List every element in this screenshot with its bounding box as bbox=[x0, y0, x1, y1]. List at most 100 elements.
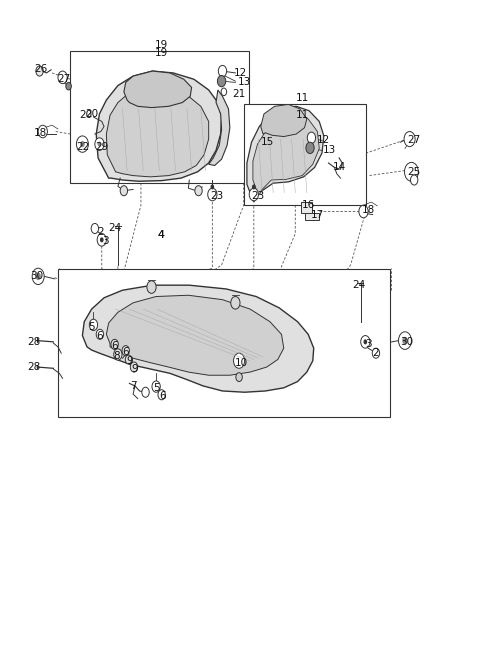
Circle shape bbox=[76, 136, 88, 152]
Text: 20: 20 bbox=[79, 110, 92, 120]
Circle shape bbox=[306, 142, 314, 154]
Circle shape bbox=[359, 205, 368, 218]
Circle shape bbox=[218, 66, 227, 77]
Text: 13: 13 bbox=[323, 146, 336, 155]
Bar bbox=[71, 51, 249, 183]
Text: 6: 6 bbox=[122, 347, 129, 357]
Circle shape bbox=[195, 186, 202, 195]
Circle shape bbox=[405, 163, 419, 181]
Text: 6: 6 bbox=[96, 331, 103, 340]
Circle shape bbox=[89, 319, 97, 331]
Text: 12: 12 bbox=[233, 68, 247, 78]
Text: 11: 11 bbox=[296, 92, 309, 102]
Text: 7: 7 bbox=[130, 381, 136, 391]
Circle shape bbox=[208, 188, 217, 201]
Circle shape bbox=[97, 142, 101, 147]
Text: 10: 10 bbox=[234, 358, 248, 367]
Polygon shape bbox=[107, 295, 284, 375]
Circle shape bbox=[58, 71, 67, 84]
Text: 23: 23 bbox=[210, 191, 224, 201]
Text: 15: 15 bbox=[261, 137, 274, 147]
Circle shape bbox=[410, 175, 418, 185]
Polygon shape bbox=[107, 87, 209, 177]
Text: 27: 27 bbox=[57, 74, 71, 84]
Text: 18: 18 bbox=[34, 128, 48, 138]
Polygon shape bbox=[209, 90, 230, 165]
Text: 2: 2 bbox=[372, 348, 379, 358]
Text: 19: 19 bbox=[155, 49, 168, 58]
Circle shape bbox=[38, 125, 48, 138]
Text: 21: 21 bbox=[232, 89, 246, 99]
Text: 11: 11 bbox=[296, 110, 309, 120]
Text: 24: 24 bbox=[108, 224, 121, 234]
Circle shape bbox=[158, 390, 165, 400]
Circle shape bbox=[97, 234, 107, 246]
Circle shape bbox=[152, 381, 160, 392]
Polygon shape bbox=[124, 71, 192, 108]
Circle shape bbox=[236, 373, 242, 382]
Text: 18: 18 bbox=[361, 205, 375, 215]
Text: 14: 14 bbox=[333, 163, 346, 173]
Text: 16: 16 bbox=[301, 200, 315, 210]
Circle shape bbox=[111, 339, 119, 350]
Bar bbox=[301, 202, 312, 213]
Text: 9: 9 bbox=[126, 356, 133, 366]
Polygon shape bbox=[247, 106, 324, 202]
Bar bbox=[244, 104, 366, 205]
Circle shape bbox=[363, 339, 367, 344]
Circle shape bbox=[114, 349, 122, 360]
Circle shape bbox=[100, 237, 104, 242]
Text: 29: 29 bbox=[95, 142, 108, 152]
Text: 19: 19 bbox=[155, 39, 168, 50]
Circle shape bbox=[249, 188, 258, 201]
Text: 30: 30 bbox=[30, 272, 43, 281]
Circle shape bbox=[402, 337, 408, 344]
Polygon shape bbox=[83, 285, 314, 392]
Text: 17: 17 bbox=[311, 210, 324, 220]
Text: 5: 5 bbox=[153, 383, 159, 393]
Circle shape bbox=[217, 75, 226, 87]
Circle shape bbox=[211, 184, 214, 190]
Text: 26: 26 bbox=[34, 64, 48, 73]
Circle shape bbox=[66, 83, 72, 90]
Text: 3: 3 bbox=[102, 236, 109, 246]
Text: 5: 5 bbox=[88, 321, 95, 332]
Circle shape bbox=[221, 88, 227, 96]
Circle shape bbox=[80, 141, 84, 147]
Text: 6: 6 bbox=[111, 340, 118, 351]
Circle shape bbox=[404, 131, 415, 147]
Circle shape bbox=[36, 273, 41, 280]
Circle shape bbox=[36, 66, 43, 76]
Circle shape bbox=[147, 281, 156, 293]
Circle shape bbox=[32, 268, 44, 285]
Text: 4: 4 bbox=[157, 230, 164, 240]
Text: 3: 3 bbox=[365, 338, 372, 349]
Circle shape bbox=[120, 186, 128, 195]
Text: 2: 2 bbox=[97, 227, 104, 237]
Circle shape bbox=[91, 224, 98, 234]
Text: 9: 9 bbox=[132, 364, 138, 374]
Polygon shape bbox=[261, 104, 307, 136]
Bar bbox=[262, 143, 276, 157]
Circle shape bbox=[125, 355, 132, 364]
Text: 20: 20 bbox=[85, 109, 99, 119]
Text: 6: 6 bbox=[159, 391, 166, 401]
Text: 12: 12 bbox=[317, 135, 331, 146]
Text: 4: 4 bbox=[157, 230, 164, 240]
Text: 25: 25 bbox=[408, 167, 421, 177]
Circle shape bbox=[95, 138, 104, 150]
Text: 13: 13 bbox=[238, 77, 251, 87]
Circle shape bbox=[252, 184, 256, 190]
Circle shape bbox=[142, 387, 149, 398]
Circle shape bbox=[122, 346, 130, 356]
Circle shape bbox=[131, 362, 138, 372]
Text: 27: 27 bbox=[408, 135, 421, 146]
Text: 28: 28 bbox=[27, 337, 40, 347]
Text: 28: 28 bbox=[27, 362, 40, 372]
Circle shape bbox=[231, 297, 240, 309]
Polygon shape bbox=[96, 71, 222, 181]
Polygon shape bbox=[253, 114, 319, 195]
Circle shape bbox=[307, 132, 315, 144]
Bar bbox=[58, 270, 390, 417]
Text: 8: 8 bbox=[113, 351, 120, 361]
